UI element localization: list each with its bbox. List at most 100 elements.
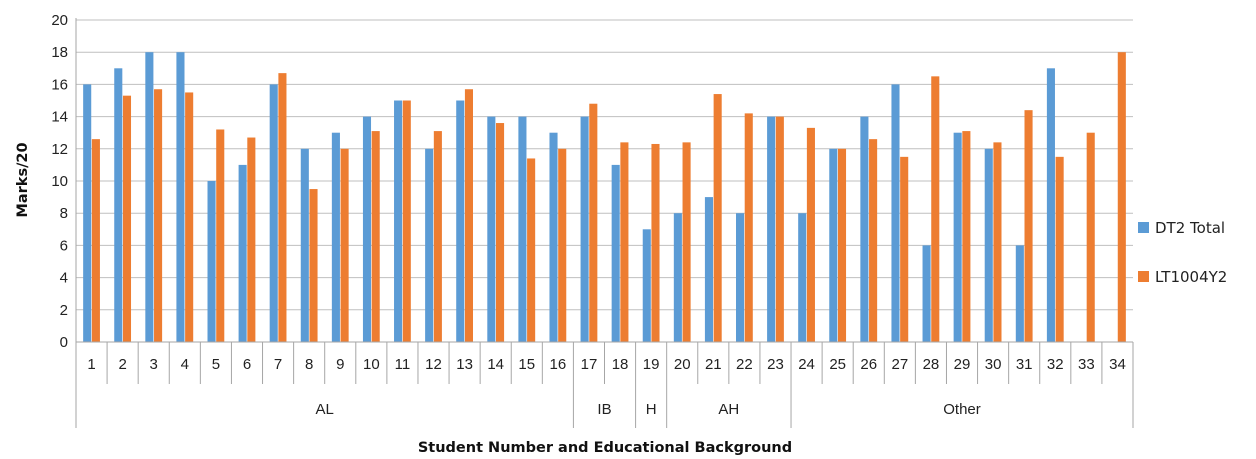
y-tick-labels: 0 2 4 6 8 10 12 14 16 18 20	[51, 12, 68, 351]
y-tick-label: 8	[60, 205, 68, 222]
x-tick-label: 16	[550, 356, 567, 373]
bar-lt1004y2-23	[775, 116, 784, 342]
y-tick-label: 10	[51, 173, 68, 190]
bar-dt2-total-17	[580, 116, 589, 342]
legend-label-dt2-total: DT2 Total	[1155, 219, 1225, 237]
x-group-label: H	[646, 401, 657, 418]
x-tick-label: 17	[581, 356, 598, 373]
x-tick-label: 3	[150, 356, 158, 373]
x-tick-label: 10	[363, 356, 380, 373]
bar-lt1004y2-19	[651, 143, 660, 342]
x-tick-label: 23	[767, 356, 784, 373]
bar-lt1004y2-32	[1055, 156, 1064, 342]
bar-dt2-total-26	[860, 116, 869, 342]
x-tick-label: 25	[829, 356, 846, 373]
bars	[83, 52, 1126, 343]
x-group-label: AL	[316, 401, 334, 418]
x-tick-label: 20	[674, 356, 691, 373]
y-axis-title: Marks/20	[15, 142, 31, 217]
bar-lt1004y2-3	[154, 89, 163, 342]
x-tick-label: 19	[643, 356, 660, 373]
x-tick-label: 7	[274, 356, 282, 373]
bar-lt1004y2-18	[620, 142, 629, 342]
y-tick-label: 20	[51, 12, 68, 29]
bar-dt2-total-20	[673, 213, 682, 342]
bar-lt1004y2-30	[993, 142, 1002, 342]
legend: DT2 Total LT1004Y2	[1138, 219, 1227, 286]
bar-dt2-total-3	[145, 52, 154, 342]
bar-dt2-total-11	[394, 100, 403, 342]
grid-lines	[76, 19, 1133, 311]
bar-lt1004y2-24	[806, 127, 815, 343]
x-tick-label: 1	[87, 356, 95, 373]
bar-lt1004y2-28	[931, 76, 940, 342]
x-tick-label: 33	[1078, 356, 1095, 373]
legend-label-lt1004y2: LT1004Y2	[1155, 268, 1227, 286]
x-tick-label: 30	[985, 356, 1002, 373]
bar-dt2-total-8	[300, 148, 309, 342]
bar-dt2-total-32	[1046, 68, 1055, 343]
x-tick-label: 21	[705, 356, 722, 373]
x-group-labels: AL IB H AH Other	[316, 401, 981, 418]
bar-dt2-total-29	[953, 132, 962, 342]
bar-lt1004y2-22	[744, 113, 753, 342]
bar-lt1004y2-15	[527, 158, 536, 342]
bar-dt2-total-16	[549, 132, 558, 342]
x-tick-label: 15	[518, 356, 535, 373]
x-tick-label: 27	[891, 356, 908, 373]
x-tick-label: 28	[923, 356, 940, 373]
bar-dt2-total-13	[456, 100, 465, 342]
bar-dt2-total-19	[642, 229, 651, 342]
bar-lt1004y2-25	[837, 148, 847, 342]
bar-lt1004y2-4	[185, 92, 194, 342]
bar-dt2-total-12	[425, 148, 434, 342]
bar-lt1004y2-10	[371, 131, 380, 342]
x-category-labels: 1 2 3 4 5 6 7 8 9 10 11 12 13 14 15 16 17 18 19 20 21 22 23 24 2…	[87, 356, 1125, 373]
x-tick-label: 32	[1047, 356, 1064, 373]
bar-dt2-total-7	[269, 84, 278, 343]
bar-dt2-total-15	[518, 116, 527, 342]
x-group-label: IB	[597, 401, 611, 418]
bar-lt1004y2-8	[309, 189, 318, 342]
bar-dt2-total-25	[829, 148, 838, 342]
bar-lt1004y2-13	[464, 89, 473, 342]
y-tick-label: 4	[60, 270, 68, 287]
y-tick-label: 12	[51, 141, 68, 158]
bar-lt1004y2-5	[216, 129, 225, 342]
x-tick-label: 13	[456, 356, 473, 373]
bar-lt1004y2-9	[340, 148, 349, 342]
bar-dt2-total-30	[984, 148, 993, 342]
bar-dt2-total-1	[83, 84, 92, 343]
bar-dt2-total-27	[891, 84, 900, 343]
y-tick-label: 18	[51, 44, 68, 61]
bar-lt1004y2-6	[247, 137, 256, 342]
bar-lt1004y2-14	[496, 123, 505, 342]
bar-dt2-total-21	[704, 197, 713, 342]
y-tick-label: 14	[51, 109, 68, 126]
x-tick-label: 12	[425, 356, 442, 373]
bar-lt1004y2-29	[962, 131, 971, 342]
bar-lt1004y2-21	[713, 94, 722, 342]
bar-dt2-total-4	[176, 52, 185, 342]
bar-lt1004y2-33	[1086, 132, 1095, 342]
bar-dt2-total-14	[487, 116, 496, 342]
x-axis-title: Student Number and Educational Backgroun…	[418, 440, 792, 456]
x-tick-label: 24	[798, 356, 815, 373]
bar-dt2-total-5	[207, 181, 216, 342]
axes	[75, 18, 1134, 428]
bar-dt2-total-22	[736, 213, 745, 342]
bar-lt1004y2-26	[869, 139, 878, 342]
x-tick-label: 26	[860, 356, 877, 373]
y-tick-label: 16	[51, 76, 68, 93]
x-tick-label: 34	[1109, 356, 1126, 373]
x-tick-label: 18	[612, 356, 629, 373]
bar-lt1004y2-11	[402, 100, 411, 342]
bar-dt2-total-31	[1015, 245, 1024, 342]
bar-lt1004y2-31	[1024, 110, 1033, 342]
x-tick-label: 9	[336, 356, 344, 373]
x-tick-label: 22	[736, 356, 753, 373]
x-tick-label: 14	[487, 356, 504, 373]
legend-swatch-lt1004y2	[1138, 271, 1149, 282]
y-tick-label: 0	[60, 334, 68, 351]
